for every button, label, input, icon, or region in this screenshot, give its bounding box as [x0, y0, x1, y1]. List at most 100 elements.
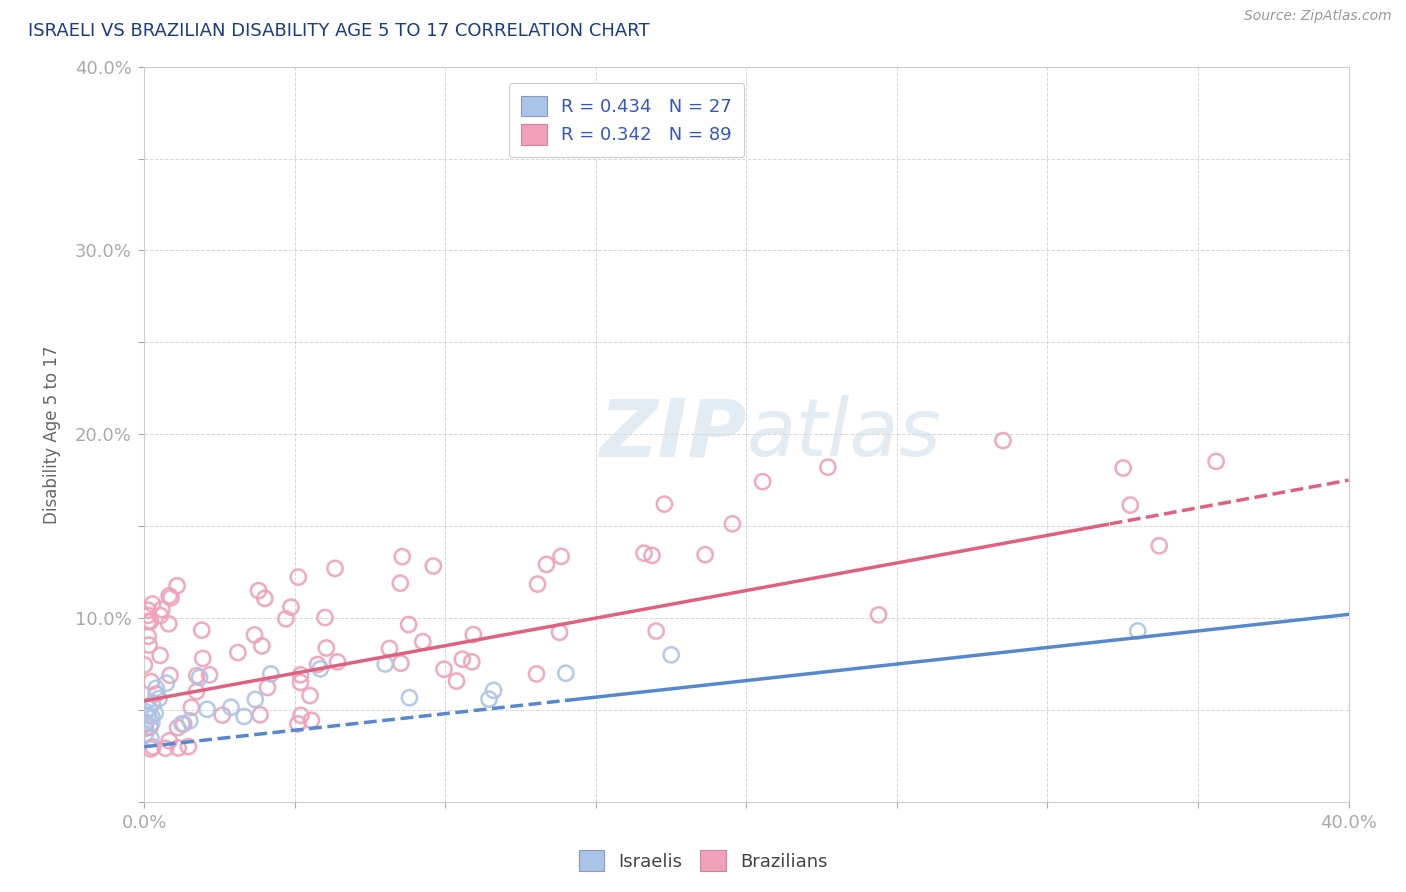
Point	[478, 692, 501, 706]
Point	[233, 709, 256, 723]
Point	[307, 657, 329, 672]
Point	[167, 741, 190, 756]
Point	[245, 692, 267, 706]
Point	[166, 579, 188, 593]
Point	[751, 475, 773, 489]
Point	[138, 701, 160, 715]
Text: ISRAELI VS BRAZILIAN DISABILITY AGE 5 TO 17 CORRELATION CHART: ISRAELI VS BRAZILIAN DISABILITY AGE 5 TO…	[28, 22, 650, 40]
Point	[463, 627, 485, 641]
Point	[446, 674, 468, 689]
Point	[139, 674, 162, 689]
Point	[195, 702, 218, 716]
Point	[170, 717, 193, 731]
Legend: R = 0.434   N = 27, R = 0.342   N = 89: R = 0.434 N = 27, R = 0.342 N = 89	[509, 83, 744, 157]
Point	[141, 709, 163, 723]
Point	[177, 739, 200, 754]
Point	[378, 641, 401, 656]
Point	[186, 668, 208, 682]
Point	[191, 623, 214, 637]
Point	[166, 721, 188, 735]
Point	[157, 734, 180, 748]
Point	[695, 548, 717, 562]
Point	[249, 707, 271, 722]
Point	[398, 617, 420, 632]
Point	[290, 675, 312, 690]
Point	[138, 638, 160, 652]
Point	[150, 602, 173, 616]
Point	[326, 655, 349, 669]
Point	[323, 561, 346, 575]
Point	[868, 607, 890, 622]
Point	[290, 668, 312, 682]
Point	[641, 549, 664, 563]
Point	[159, 668, 181, 682]
Point	[315, 640, 337, 655]
Point	[136, 603, 159, 617]
Point	[287, 717, 309, 731]
Point	[422, 559, 444, 574]
Point	[256, 681, 278, 695]
Text: Source: ZipAtlas.com: Source: ZipAtlas.com	[1244, 9, 1392, 23]
Point	[155, 676, 177, 690]
Point	[250, 639, 273, 653]
Point	[155, 741, 177, 756]
Point	[243, 628, 266, 642]
Point	[134, 658, 156, 673]
Point	[134, 726, 156, 740]
Point	[536, 558, 558, 572]
Point	[389, 576, 412, 591]
Point	[461, 655, 484, 669]
Point	[548, 625, 571, 640]
Point	[1112, 461, 1135, 475]
Point	[188, 670, 211, 684]
Point	[157, 589, 180, 603]
Point	[136, 608, 159, 623]
Point	[398, 690, 420, 705]
Point	[526, 667, 548, 681]
Point	[157, 616, 180, 631]
Point	[136, 615, 159, 629]
Legend: Israelis, Brazilians: Israelis, Brazilians	[571, 843, 835, 879]
Point	[191, 651, 214, 665]
Point	[141, 715, 163, 730]
Point	[247, 583, 270, 598]
Point	[817, 460, 839, 475]
Point	[141, 697, 163, 711]
Point	[633, 546, 655, 560]
Point	[253, 591, 276, 606]
Point	[148, 691, 170, 706]
Point	[139, 720, 162, 734]
Point	[391, 549, 413, 564]
Point	[526, 577, 548, 591]
Point	[198, 668, 221, 682]
Point	[160, 591, 183, 605]
Point	[143, 706, 166, 720]
Point	[134, 722, 156, 736]
Point	[186, 684, 208, 698]
Point	[139, 731, 162, 746]
Point	[260, 667, 283, 681]
Point	[274, 612, 297, 626]
Point	[550, 549, 572, 564]
Text: ZIP: ZIP	[599, 395, 747, 474]
Point	[309, 662, 332, 676]
Point	[374, 657, 396, 671]
Point	[721, 516, 744, 531]
Point	[301, 714, 323, 728]
Point	[142, 597, 165, 611]
Point	[138, 708, 160, 723]
Point	[1126, 624, 1149, 638]
Point	[1147, 539, 1170, 553]
Point	[280, 600, 302, 615]
Point	[211, 708, 233, 723]
Text: atlas: atlas	[747, 395, 941, 474]
Point	[173, 717, 195, 731]
Point	[145, 687, 167, 701]
Point	[149, 648, 172, 663]
Point	[451, 652, 474, 666]
Point	[299, 689, 322, 703]
Point	[180, 700, 202, 714]
Point	[389, 657, 412, 671]
Point	[226, 646, 249, 660]
Point	[412, 634, 434, 648]
